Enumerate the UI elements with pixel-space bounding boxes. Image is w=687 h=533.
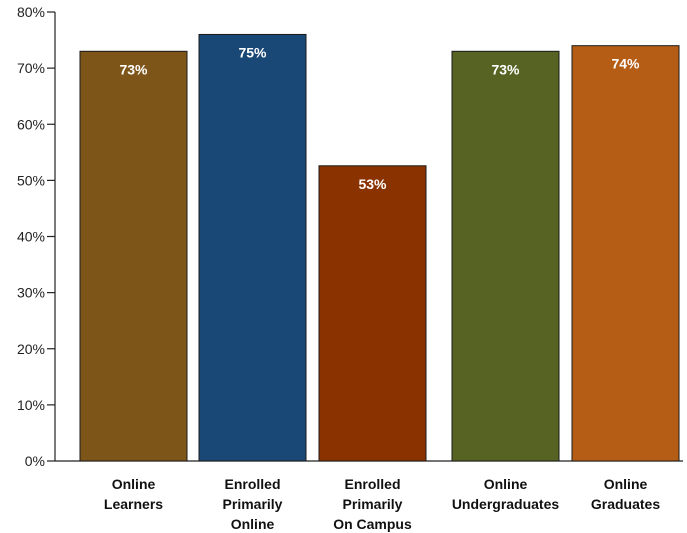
bar xyxy=(79,50,188,462)
y-tick-label: 80% xyxy=(17,4,45,20)
y-tick-label: 70% xyxy=(17,60,45,76)
category-label: Undergraduates xyxy=(452,496,560,512)
bar xyxy=(451,50,560,462)
category-label: Enrolled xyxy=(344,476,400,492)
y-tick-label: 10% xyxy=(17,397,45,413)
y-tick-label: 50% xyxy=(17,172,45,188)
bars xyxy=(79,33,680,462)
y-tick-label: 20% xyxy=(17,341,45,357)
category-label: Online xyxy=(604,476,648,492)
category-label: Online xyxy=(484,476,528,492)
data-label: 73% xyxy=(119,61,148,77)
y-tick-label: 30% xyxy=(17,285,45,301)
category-label: Primarily xyxy=(343,496,403,512)
category-label: Online xyxy=(112,476,156,492)
bar xyxy=(318,165,427,462)
data-label: 74% xyxy=(611,56,640,72)
category-label: Learners xyxy=(104,496,163,512)
category-label: Graduates xyxy=(591,496,660,512)
y-tick-label: 40% xyxy=(17,229,45,245)
data-label: 75% xyxy=(238,44,267,60)
data-labels: 73% 75% 53% 73% 74% xyxy=(119,44,640,191)
bar xyxy=(198,33,307,462)
category-label: On Campus xyxy=(333,516,412,532)
data-label: 73% xyxy=(491,61,520,77)
data-label: 53% xyxy=(358,176,387,192)
bar xyxy=(571,45,680,462)
x-axis-labels: Online Learners Enrolled Primarily Online Enr… xyxy=(104,476,660,532)
category-label: Primarily xyxy=(223,496,283,512)
category-label: Enrolled xyxy=(224,476,280,492)
y-tick-label: 60% xyxy=(17,116,45,132)
category-label: Online xyxy=(231,516,275,532)
y-tick-label: 0% xyxy=(25,453,45,469)
